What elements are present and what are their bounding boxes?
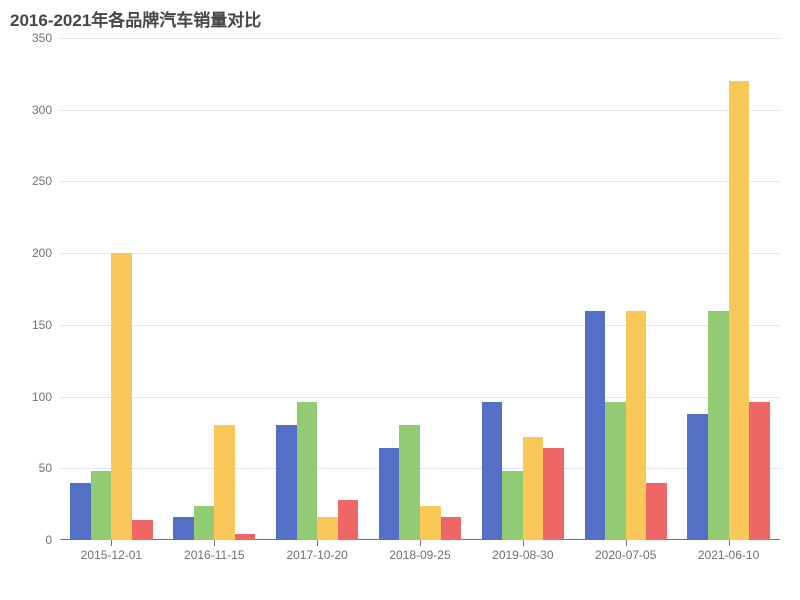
- chart-title: 2016-2021年各品牌汽车销量对比: [10, 6, 261, 31]
- x-tick-label: 2017-10-20: [286, 548, 347, 562]
- bar-series-d: [132, 520, 153, 540]
- bar-series-c: [111, 253, 132, 540]
- bar-series-c: [420, 506, 441, 540]
- y-tick-label: 150: [32, 318, 60, 332]
- x-tick: [111, 540, 112, 546]
- y-tick-label: 50: [39, 461, 60, 475]
- bar-series-b: [502, 471, 523, 540]
- bar-series-b: [194, 506, 215, 540]
- bar-series-c: [729, 81, 750, 540]
- bar-series-d: [235, 534, 256, 540]
- x-tick: [729, 540, 730, 546]
- x-tick-label: 2019-08-30: [492, 548, 553, 562]
- gridline: [60, 325, 780, 326]
- y-tick-label: 200: [32, 246, 60, 260]
- x-tick: [626, 540, 627, 546]
- x-tick-label: 2018-09-25: [389, 548, 450, 562]
- bar-series-c: [317, 517, 338, 540]
- y-tick-label: 100: [32, 390, 60, 404]
- x-tick: [317, 540, 318, 546]
- bar-series-d: [749, 402, 770, 540]
- bar-series-d: [543, 448, 564, 540]
- y-tick-label: 250: [32, 174, 60, 188]
- bar-series-a: [173, 517, 194, 540]
- y-tick-label: 350: [32, 31, 60, 45]
- x-tick-label: 2016-11-15: [184, 548, 245, 562]
- bar-series-d: [338, 500, 359, 540]
- bar-series-c: [214, 425, 235, 540]
- gridline: [60, 38, 780, 39]
- chart-container: 2016-2021年各品牌汽车销量对比 05010015020025030035…: [0, 0, 800, 600]
- gridline: [60, 253, 780, 254]
- bar-series-a: [276, 425, 297, 540]
- x-tick: [420, 540, 421, 546]
- y-tick-label: 0: [45, 533, 60, 547]
- bar-series-a: [379, 448, 400, 540]
- x-tick-label: 2015-12-01: [81, 548, 142, 562]
- bar-series-b: [91, 471, 112, 540]
- bar-series-b: [605, 402, 626, 540]
- bar-series-d: [441, 517, 462, 540]
- bar-series-a: [70, 483, 91, 540]
- x-tick-label: 2021-06-10: [698, 548, 759, 562]
- gridline: [60, 181, 780, 182]
- bar-series-c: [626, 311, 647, 540]
- x-tick: [523, 540, 524, 546]
- gridline: [60, 110, 780, 111]
- bar-series-c: [523, 437, 544, 540]
- bar-series-a: [687, 414, 708, 540]
- bar-series-a: [482, 402, 503, 540]
- x-tick-label: 2020-07-05: [595, 548, 656, 562]
- gridline: [60, 468, 780, 469]
- gridline: [60, 397, 780, 398]
- bar-series-b: [399, 425, 420, 540]
- bar-series-d: [646, 483, 667, 540]
- y-tick-label: 300: [32, 103, 60, 117]
- bar-series-b: [297, 402, 318, 540]
- bar-series-a: [585, 311, 606, 540]
- x-tick: [214, 540, 215, 546]
- bar-series-b: [708, 311, 729, 540]
- plot-area: 0501001502002503003502015-12-012016-11-1…: [60, 38, 780, 540]
